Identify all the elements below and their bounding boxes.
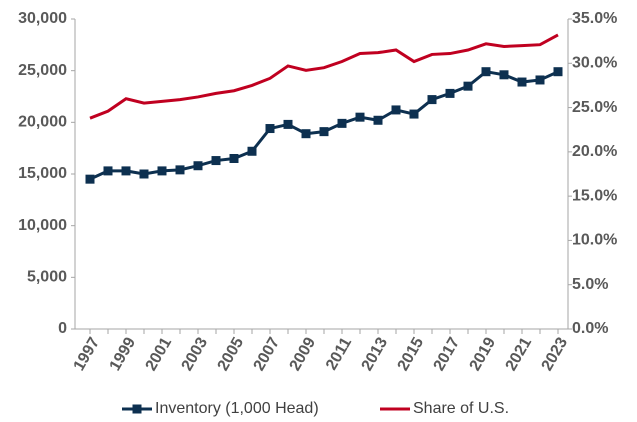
point-marker <box>229 154 239 163</box>
point-marker <box>301 129 311 139</box>
point-marker <box>319 127 329 137</box>
point-marker <box>355 112 365 122</box>
point-marker <box>211 156 221 166</box>
point-marker <box>193 161 203 171</box>
x-tick-label: 2001 <box>143 335 176 374</box>
y-tick-label: 5,000 <box>27 269 67 286</box>
y-tick-label: 20,000 <box>18 114 67 131</box>
series-line <box>89 70 559 181</box>
point-marker <box>535 75 545 85</box>
y2-tick-label: 10.0% <box>572 232 617 249</box>
legend-marker <box>132 404 142 414</box>
point-marker <box>499 70 509 80</box>
legend: Inventory (1,000 Head) Share of U.S. <box>122 400 509 417</box>
point-marker <box>373 115 383 125</box>
x-tick-label: 2013 <box>359 335 392 374</box>
point-marker <box>247 146 257 156</box>
y-tick-label: 25,000 <box>18 62 67 79</box>
y2-tick-label: 35.0% <box>572 10 617 27</box>
x-tick-label: 2023 <box>539 335 572 374</box>
y2-tick-label: 0.0% <box>572 320 608 337</box>
x-tick-label: 2015 <box>395 335 428 374</box>
x-tick-label: 2019 <box>467 335 500 374</box>
y-tick-label: 15,000 <box>18 165 67 182</box>
x-tick-label: 1997 <box>71 335 104 374</box>
series-line <box>89 33 559 120</box>
point-marker <box>85 174 95 184</box>
y-tick-label: 0 <box>58 320 67 337</box>
y-tick-label: 10,000 <box>18 217 67 234</box>
x-tick-label: 1999 <box>107 335 140 374</box>
legend-label: Share of U.S. <box>413 400 509 417</box>
y2-tick-label: 30.0% <box>572 55 617 72</box>
point-marker <box>121 166 131 176</box>
point-marker <box>463 81 473 91</box>
x-tick-label: 2011 <box>323 335 355 374</box>
y-tick-label: 30,000 <box>18 10 67 27</box>
point-marker <box>157 166 167 176</box>
legend-label: Inventory (1,000 Head) <box>155 400 319 417</box>
point-marker <box>265 124 275 134</box>
point-marker <box>139 169 149 179</box>
point-marker <box>427 95 437 105</box>
x-tick-label: 2021 <box>503 335 536 374</box>
point-marker <box>481 67 491 77</box>
point-marker <box>103 166 113 176</box>
point-marker <box>175 165 185 175</box>
y2-tick-label: 25.0% <box>572 99 617 116</box>
x-tick-label: 2007 <box>251 335 284 374</box>
y2-tick-label: 20.0% <box>572 143 617 160</box>
point-marker <box>553 67 563 77</box>
point-marker <box>409 109 419 119</box>
point-marker <box>517 77 527 87</box>
point-marker <box>445 88 455 98</box>
point-marker <box>283 119 293 129</box>
x-tick-label: 2017 <box>431 335 464 374</box>
point-marker <box>391 105 401 115</box>
x-tick-label: 2003 <box>179 335 212 374</box>
y2-tick-label: 15.0% <box>572 187 617 204</box>
y2-tick-label: 5.0% <box>572 276 608 293</box>
point-marker <box>337 118 347 128</box>
x-tick-label: 2009 <box>287 335 320 374</box>
x-tick-label: 2005 <box>215 335 248 374</box>
